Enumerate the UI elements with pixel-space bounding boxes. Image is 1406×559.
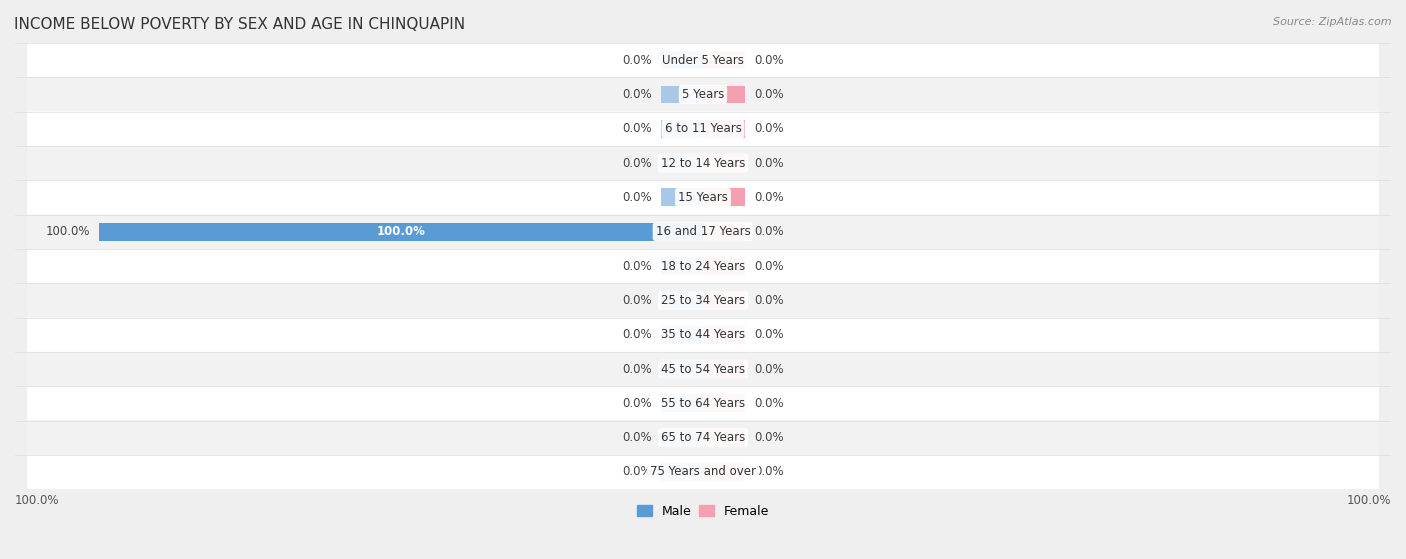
Bar [661,429,703,447]
Text: 0.0%: 0.0% [621,466,652,479]
Text: 0.0%: 0.0% [754,431,785,444]
Bar [703,291,745,309]
FancyBboxPatch shape [27,283,1379,318]
Text: 45 to 54 Years: 45 to 54 Years [661,363,745,376]
Bar [661,120,703,138]
Text: 0.0%: 0.0% [621,191,652,204]
Text: 0.0%: 0.0% [621,294,652,307]
Bar [703,120,745,138]
Text: 0.0%: 0.0% [754,54,785,67]
Bar [703,86,745,103]
FancyBboxPatch shape [27,420,1379,455]
Text: 0.0%: 0.0% [621,431,652,444]
Text: 0.0%: 0.0% [754,397,785,410]
Text: 100.0%: 100.0% [15,494,59,508]
Text: 0.0%: 0.0% [621,328,652,341]
Text: 12 to 14 Years: 12 to 14 Years [661,157,745,169]
Bar [703,360,745,378]
Bar [661,86,703,103]
FancyBboxPatch shape [27,318,1379,352]
Text: Source: ZipAtlas.com: Source: ZipAtlas.com [1274,17,1392,27]
FancyBboxPatch shape [27,352,1379,386]
Text: 0.0%: 0.0% [754,88,785,101]
Text: 0.0%: 0.0% [754,259,785,273]
Text: 0.0%: 0.0% [754,294,785,307]
Text: 0.0%: 0.0% [754,157,785,169]
Text: 0.0%: 0.0% [621,397,652,410]
Bar [703,257,745,275]
Text: 0.0%: 0.0% [754,225,785,238]
FancyBboxPatch shape [27,77,1379,112]
Bar [703,429,745,447]
Bar [661,326,703,344]
Text: 0.0%: 0.0% [754,191,785,204]
Text: INCOME BELOW POVERTY BY SEX AND AGE IN CHINQUAPIN: INCOME BELOW POVERTY BY SEX AND AGE IN C… [14,17,465,32]
Bar [661,257,703,275]
FancyBboxPatch shape [27,455,1379,489]
Bar [661,51,703,69]
Bar [100,223,703,241]
Bar [703,188,745,206]
Text: 6 to 11 Years: 6 to 11 Years [665,122,741,135]
Bar [661,154,703,172]
Text: 0.0%: 0.0% [621,88,652,101]
FancyBboxPatch shape [27,386,1379,420]
Bar [661,395,703,413]
Text: 5 Years: 5 Years [682,88,724,101]
Text: 0.0%: 0.0% [621,122,652,135]
FancyBboxPatch shape [27,146,1379,180]
Text: 0.0%: 0.0% [754,328,785,341]
Bar [703,395,745,413]
Bar [661,360,703,378]
Legend: Male, Female: Male, Female [631,500,775,523]
Bar [703,51,745,69]
Text: 0.0%: 0.0% [754,363,785,376]
FancyBboxPatch shape [27,43,1379,77]
FancyBboxPatch shape [27,112,1379,146]
Text: 0.0%: 0.0% [621,259,652,273]
Text: 35 to 44 Years: 35 to 44 Years [661,328,745,341]
Bar [703,223,745,241]
Text: 16 and 17 Years: 16 and 17 Years [655,225,751,238]
Text: 15 Years: 15 Years [678,191,728,204]
Text: 0.0%: 0.0% [621,54,652,67]
Bar [703,154,745,172]
Bar [703,463,745,481]
Text: 0.0%: 0.0% [621,363,652,376]
Text: 100.0%: 100.0% [1347,494,1391,508]
FancyBboxPatch shape [27,215,1379,249]
Text: Under 5 Years: Under 5 Years [662,54,744,67]
Text: 65 to 74 Years: 65 to 74 Years [661,431,745,444]
Bar [661,463,703,481]
FancyBboxPatch shape [27,249,1379,283]
Text: 100.0%: 100.0% [46,225,90,238]
Bar [703,326,745,344]
FancyBboxPatch shape [27,180,1379,215]
Text: 75 Years and over: 75 Years and over [650,466,756,479]
Text: 100.0%: 100.0% [377,225,426,238]
Text: 18 to 24 Years: 18 to 24 Years [661,259,745,273]
Bar [661,188,703,206]
Text: 25 to 34 Years: 25 to 34 Years [661,294,745,307]
Text: 0.0%: 0.0% [621,157,652,169]
Text: 55 to 64 Years: 55 to 64 Years [661,397,745,410]
Text: 0.0%: 0.0% [754,466,785,479]
Bar [661,291,703,309]
Text: 0.0%: 0.0% [754,122,785,135]
